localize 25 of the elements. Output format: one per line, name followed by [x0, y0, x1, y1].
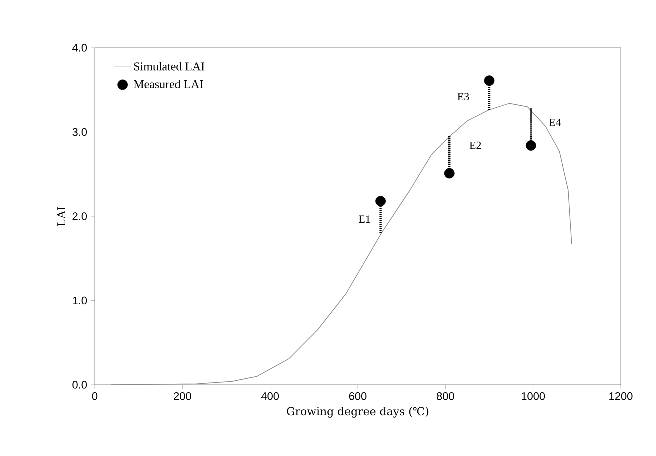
- y-tick-label: 0.0: [72, 381, 88, 389]
- x-axis-title: Growing degree days (℃): [287, 407, 429, 418]
- x-tick-label: 1000: [522, 392, 546, 400]
- point: [526, 140, 536, 151]
- point: [444, 168, 455, 179]
- x-tick-label: 800: [436, 392, 454, 400]
- y-tick-label: 4.0: [72, 44, 88, 52]
- line-series: [110, 103, 572, 385]
- point: [484, 76, 495, 86]
- y-tick-label: 2.0: [72, 212, 88, 220]
- x-tick-label: 600: [349, 392, 367, 400]
- x-tick-label: 1200: [610, 392, 633, 400]
- y-axis-title: LAI: [58, 206, 66, 226]
- y-tick-label: 1.0: [73, 296, 88, 305]
- x-tick-label: 200: [174, 392, 192, 400]
- annotation: E3: [458, 93, 470, 101]
- legend-label: Simulated LAI: [134, 62, 205, 71]
- point: [376, 196, 386, 207]
- annotation: E2: [470, 142, 482, 150]
- x-tick-label: 0: [92, 392, 98, 400]
- legend-label: Measured LAI: [134, 80, 204, 88]
- x-tick-label: 400: [261, 392, 280, 400]
- annotation: E4: [549, 119, 562, 126]
- y-tick-label: 3.0: [72, 128, 88, 136]
- annotation: E1: [359, 216, 370, 223]
